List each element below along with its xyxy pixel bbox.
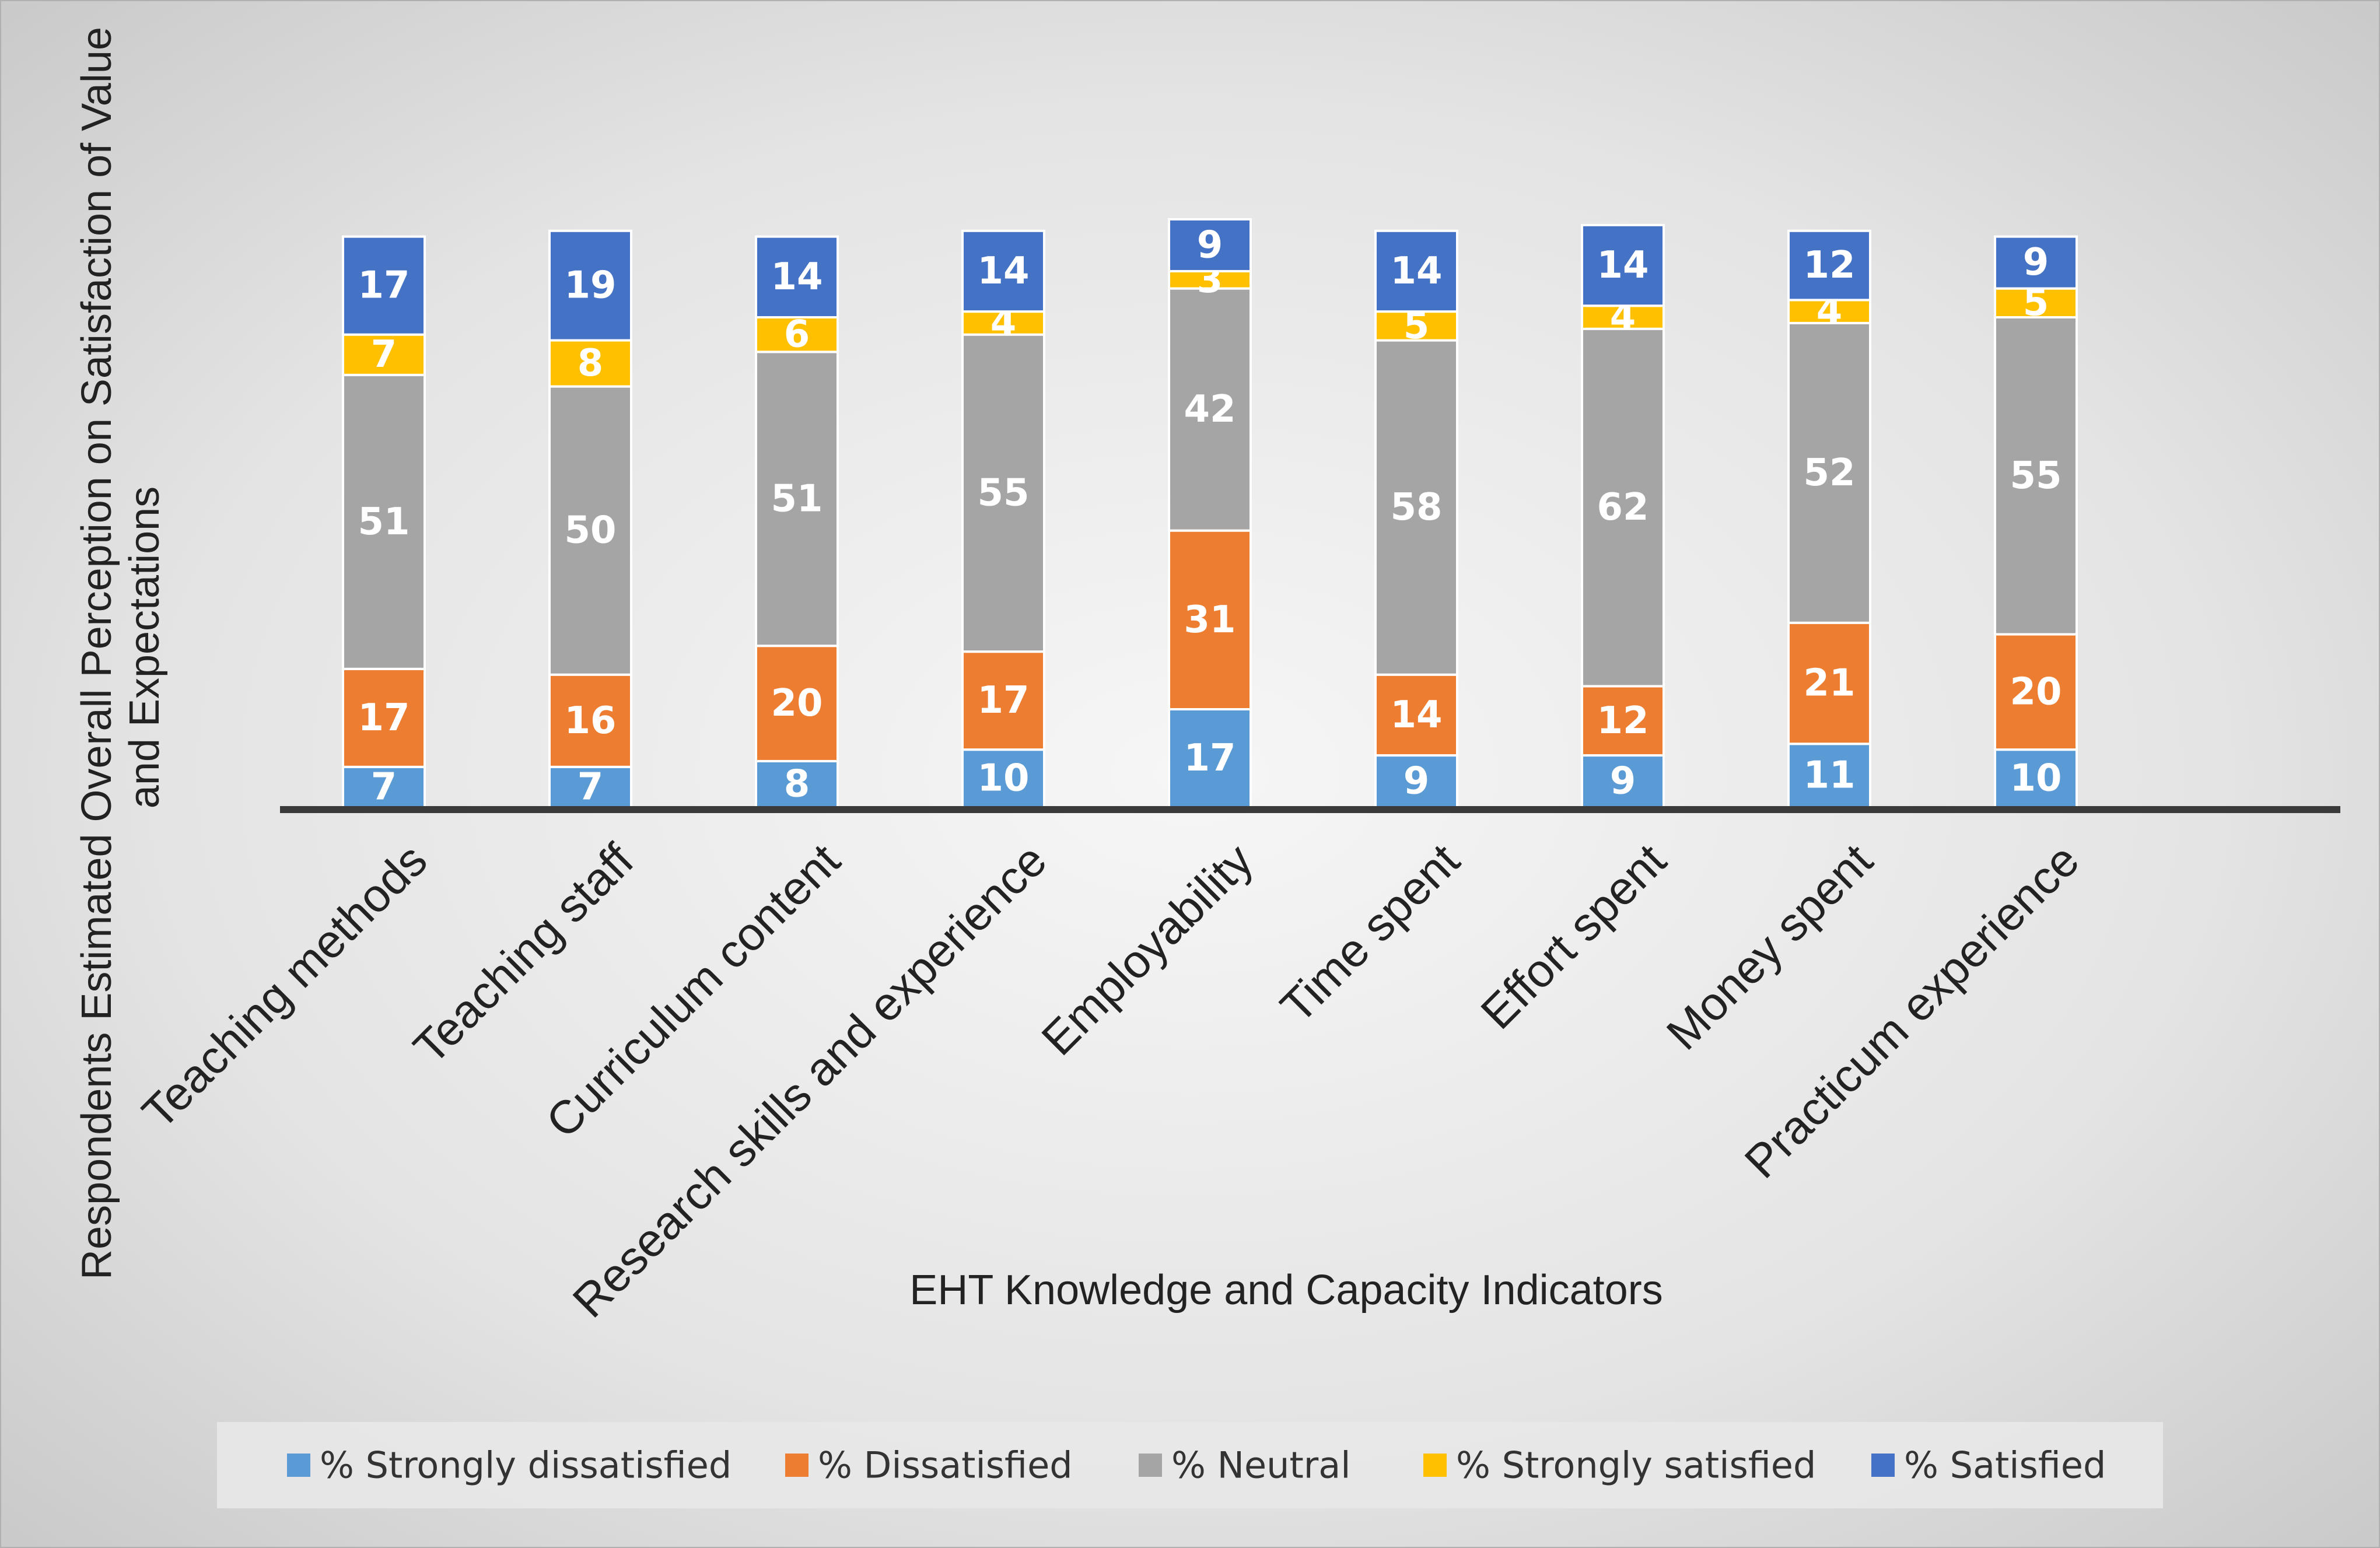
data-label: 9 — [2023, 241, 2049, 284]
bars-layer: 7175171771650819820516141017554141731423… — [342, 218, 2078, 809]
bar-segment — [548, 339, 632, 388]
data-label: 14 — [977, 250, 1029, 293]
data-label: 9 — [1197, 223, 1223, 267]
legend-label: % Neutral — [1171, 1444, 1350, 1487]
bar-segment — [1168, 218, 1252, 272]
data-label: 20 — [771, 682, 822, 725]
data-label: 8 — [578, 342, 604, 385]
data-label: 58 — [1390, 486, 1442, 529]
bar-segment — [1168, 708, 1252, 808]
legend-swatch — [1871, 1454, 1895, 1477]
data-label: 16 — [564, 699, 616, 743]
data-label: 62 — [1597, 486, 1648, 529]
data-label: 6 — [784, 313, 810, 356]
legend-label: % Strongly satisfied — [1456, 1444, 1816, 1487]
data-label: 17 — [977, 679, 1029, 722]
data-label: 51 — [771, 477, 822, 520]
data-label: 55 — [2010, 454, 2062, 498]
legend: % Strongly dissatisfied % Dissatisfied % N… — [287, 1444, 2106, 1487]
bar-segment — [342, 765, 426, 808]
data-label: 17 — [1184, 737, 1236, 780]
data-label: 7 — [371, 333, 397, 376]
bar-segment — [1374, 339, 1458, 676]
data-label: 8 — [784, 762, 810, 805]
y-axis-title-line-2: and Expectations — [121, 486, 168, 808]
data-label: 12 — [1803, 244, 1855, 287]
data-label: 17 — [358, 696, 410, 740]
legend-label: % Satisfied — [1904, 1444, 2106, 1487]
bar-segment — [1374, 229, 1458, 313]
bar-segment — [1581, 685, 1665, 757]
data-label: 14 — [1390, 250, 1442, 293]
bar-segment — [1581, 304, 1665, 330]
legend-swatch — [785, 1454, 808, 1477]
legend-swatch — [287, 1454, 310, 1477]
data-label: 51 — [358, 500, 410, 544]
bar-segment — [961, 650, 1045, 751]
data-label: 11 — [1803, 754, 1855, 797]
legend-swatch — [1423, 1454, 1447, 1477]
data-label: 19 — [564, 264, 616, 307]
bar-segment — [548, 673, 632, 768]
data-label: 31 — [1184, 598, 1236, 642]
bar-segment — [1994, 287, 2078, 318]
legend-swatch — [1139, 1454, 1162, 1477]
bar-segment — [548, 385, 632, 676]
data-label: 10 — [977, 757, 1029, 800]
bar-segment — [1374, 673, 1458, 757]
data-label: 9 — [1404, 760, 1430, 803]
bar-segment — [755, 645, 839, 762]
data-label: 55 — [977, 471, 1029, 514]
data-label: 52 — [1803, 451, 1855, 495]
bar-segment — [1168, 287, 1252, 532]
bar-segment — [1787, 299, 1871, 324]
bar-segment — [342, 235, 426, 336]
bar-segment — [1581, 327, 1665, 688]
data-label: 17 — [358, 264, 410, 307]
bar-segment — [1994, 316, 2078, 636]
data-label: 42 — [1184, 388, 1236, 431]
legend-label: % Dissatisfied — [818, 1444, 1073, 1487]
bar-segment — [548, 229, 632, 342]
bar-segment — [342, 373, 426, 670]
bar-segment — [1787, 321, 1871, 624]
bar-segment — [961, 333, 1045, 653]
bar-segment — [755, 235, 839, 318]
data-label: 50 — [564, 509, 616, 552]
y-axis-title-line-1: Respondents Estimated Overall Perception… — [74, 27, 120, 1280]
data-label: 7 — [371, 765, 397, 808]
data-label: 9 — [1610, 760, 1636, 803]
bar-segment — [342, 333, 426, 376]
data-label: 14 — [1597, 244, 1648, 287]
bar-segment — [1787, 621, 1871, 745]
data-label: 14 — [1390, 694, 1442, 737]
legend-box — [217, 1422, 2163, 1508]
y-axis-title: Respondents Estimated Overall Perception… — [74, 15, 168, 1280]
legend-label: % Strongly dissatisfied — [320, 1444, 732, 1487]
data-label: 12 — [1597, 699, 1648, 743]
bar-segment — [1168, 529, 1252, 710]
bar-segment — [961, 310, 1045, 336]
data-label: 21 — [1803, 662, 1855, 705]
bar-segment — [961, 229, 1045, 313]
bar-segment — [1787, 229, 1871, 302]
bar-segment — [961, 748, 1045, 809]
x-axis-title: EHT Knowledge and Capacity Indicators — [909, 1267, 1662, 1314]
data-label: 20 — [2010, 670, 2062, 713]
bar-segment — [1581, 223, 1665, 307]
bar-segment — [755, 351, 839, 647]
bar-segment — [1994, 235, 2078, 290]
data-label: 7 — [578, 765, 604, 808]
data-label: 10 — [2010, 757, 2062, 800]
bar-segment — [1374, 310, 1458, 342]
data-label: 14 — [771, 255, 822, 299]
